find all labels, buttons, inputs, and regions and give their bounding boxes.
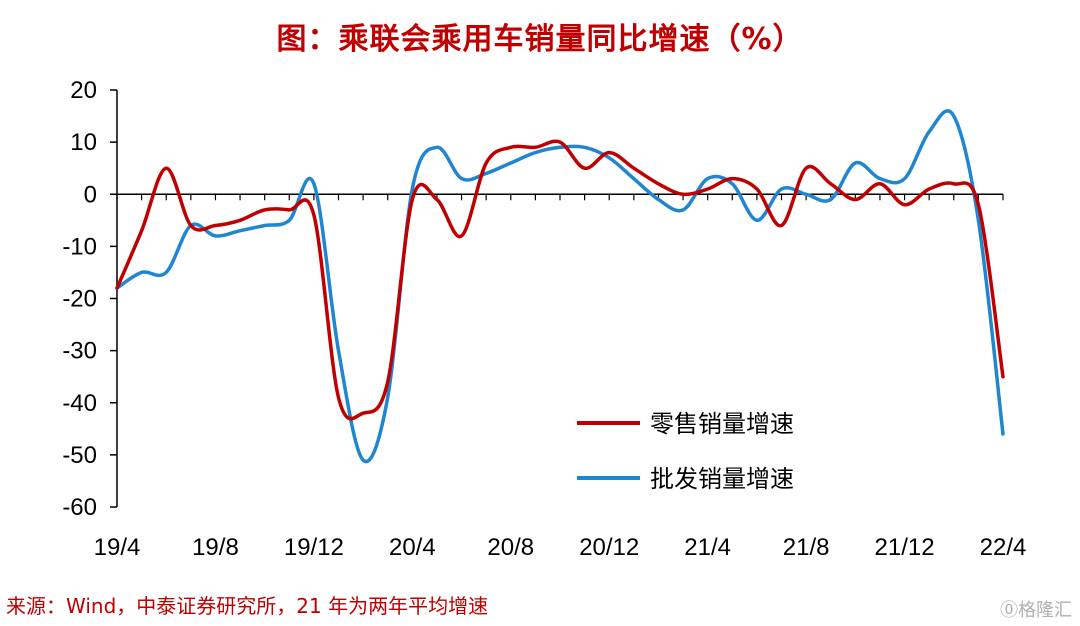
y-tick-label: 10 — [70, 129, 97, 156]
y-tick-label: -20 — [62, 286, 97, 313]
y-tick-label: 20 — [70, 77, 97, 104]
source-note: 来源：Wind，中泰证券研究所，21 年为两年平均增速 — [6, 594, 489, 618]
y-tick-label: -30 — [62, 338, 97, 365]
y-tick-label: -40 — [62, 390, 97, 417]
series-line-retail — [115, 139, 1005, 421]
watermark: ⓪格隆汇 — [1000, 600, 1072, 621]
x-tick-label: 19/4 — [94, 534, 141, 561]
y-tick-label: 0 — [84, 181, 97, 208]
legend-label-retail: 零售销量增速 — [650, 410, 794, 438]
x-tick-label: 22/4 — [980, 534, 1027, 561]
chart-axes: 20 10 0 -10 -20 -30 -40 -50 -60 19/4 19/8 19/12 20/4… — [62, 77, 1026, 561]
x-tick-label: 20/4 — [389, 534, 436, 561]
x-tick-label: 21/12 — [875, 534, 935, 561]
x-tick-label: 20/8 — [487, 534, 534, 561]
chart-title: 图：乘联会乘用车销量同比增速（%） — [276, 22, 804, 57]
y-tick-label: -10 — [62, 233, 97, 260]
chart-lines — [115, 109, 1005, 464]
y-tick-label: -60 — [62, 494, 97, 521]
y-tick-label: -50 — [62, 442, 97, 469]
x-tick-label: 19/8 — [192, 534, 239, 561]
x-tick-label: 20/12 — [579, 534, 639, 561]
legend-label-wholesale: 批发销量增速 — [650, 465, 794, 493]
x-tick-label: 21/4 — [684, 534, 731, 561]
line-chart: 20 10 0 -10 -20 -30 -40 -50 -60 19/4 19/8 19/12 20/4… — [62, 77, 1026, 561]
x-tick-label: 19/12 — [284, 534, 344, 561]
x-tick-label: 21/8 — [783, 534, 830, 561]
series-line-wholesale — [115, 109, 1005, 464]
